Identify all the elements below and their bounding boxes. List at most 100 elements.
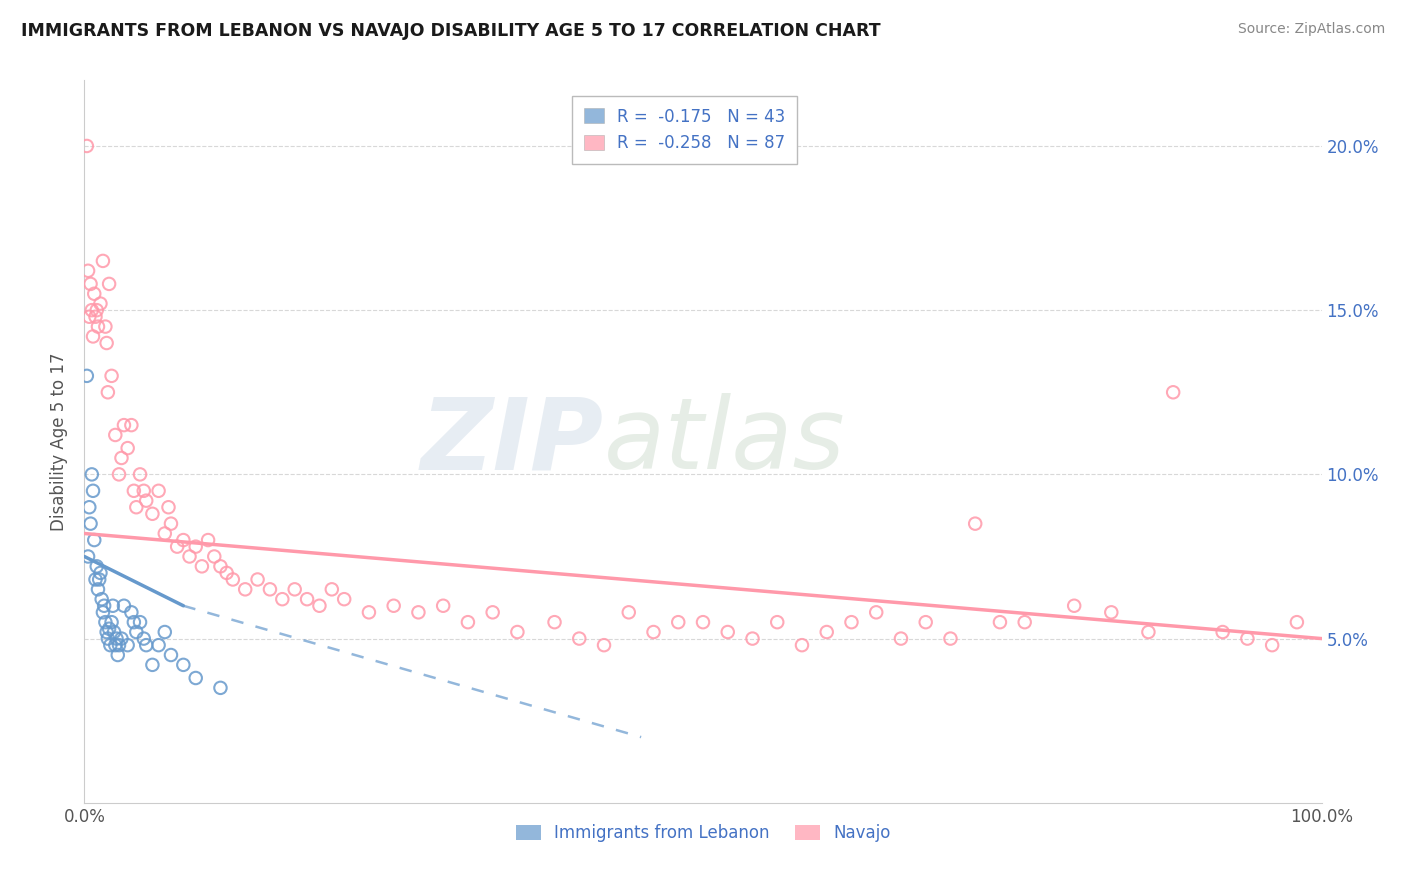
Point (129, 467, 152, 482)
Point (939, 632, 962, 646)
Point (83, 286, 105, 301)
Point (1261, 638, 1284, 652)
Point (172, 533, 194, 547)
Text: atlas: atlas (605, 393, 845, 490)
Point (87, 582, 110, 597)
Point (209, 681, 232, 695)
Point (841, 615, 863, 630)
Point (568, 632, 591, 646)
Point (82, 483, 104, 498)
Point (129, 615, 152, 630)
Point (96, 336, 118, 351)
Point (246, 573, 269, 587)
Point (97, 385, 120, 400)
Point (101, 599, 124, 613)
Point (457, 615, 479, 630)
Point (1014, 615, 1036, 630)
Text: IMMIGRANTS FROM LEBANON VS NAVAJO DISABILITY AGE 5 TO 17 CORRELATION CHART: IMMIGRANTS FROM LEBANON VS NAVAJO DISABI… (21, 22, 880, 40)
Point (80, 467, 103, 482)
Point (89, 566, 111, 580)
Point (79, 516, 101, 531)
Point (91, 253, 114, 268)
Point (308, 599, 330, 613)
Point (110, 632, 132, 646)
Point (83, 533, 105, 547)
Point (259, 582, 281, 597)
Point (98, 277, 121, 291)
Point (1063, 599, 1085, 613)
Point (122, 615, 145, 630)
Point (96, 625, 118, 640)
Point (643, 625, 665, 640)
Point (222, 573, 245, 587)
Point (233, 582, 256, 597)
Point (98, 622, 121, 636)
Point (112, 418, 135, 433)
Point (125, 500, 148, 515)
Point (481, 605, 503, 619)
Point (209, 559, 232, 574)
Point (1099, 605, 1122, 619)
Point (117, 441, 139, 455)
Point (80, 303, 103, 318)
Point (86, 559, 108, 574)
Point (543, 615, 565, 630)
Point (97, 632, 120, 646)
Point (321, 582, 343, 597)
Point (382, 599, 405, 613)
Point (94, 615, 117, 630)
Point (122, 483, 145, 498)
Point (120, 605, 142, 619)
Point (408, 605, 430, 619)
Point (108, 467, 131, 482)
Point (132, 632, 155, 646)
Point (184, 671, 207, 685)
Point (105, 632, 128, 646)
Point (90, 592, 112, 607)
Point (148, 638, 170, 652)
Point (86, 303, 108, 318)
Point (148, 483, 170, 498)
Point (141, 507, 163, 521)
Point (112, 599, 135, 613)
Point (84, 310, 107, 324)
Point (741, 632, 763, 646)
Point (89, 296, 111, 310)
Point (120, 418, 142, 433)
Point (110, 450, 132, 465)
Point (333, 592, 356, 607)
Point (432, 599, 454, 613)
Text: ZIP: ZIP (420, 393, 605, 490)
Point (160, 516, 183, 531)
Point (135, 638, 157, 652)
Legend: Immigrants from Lebanon, Navajo: Immigrants from Lebanon, Navajo (509, 817, 897, 848)
Point (79, 500, 101, 515)
Point (104, 428, 127, 442)
Point (790, 638, 813, 652)
Point (100, 615, 122, 630)
Point (717, 625, 740, 640)
Point (766, 615, 789, 630)
Point (357, 605, 380, 619)
Point (965, 516, 987, 531)
Point (666, 615, 689, 630)
Point (1285, 615, 1308, 630)
Point (141, 657, 163, 672)
Point (125, 625, 148, 640)
Point (153, 625, 176, 640)
Point (865, 605, 887, 619)
Point (1137, 625, 1160, 640)
Point (77, 549, 100, 564)
Text: Source: ZipAtlas.com: Source: ZipAtlas.com (1237, 22, 1385, 37)
Point (202, 549, 225, 564)
Point (157, 500, 180, 515)
Point (76, 139, 98, 153)
Point (98, 638, 121, 652)
Point (94, 319, 117, 334)
Point (77, 264, 100, 278)
Point (815, 625, 838, 640)
Point (506, 625, 529, 640)
Point (104, 638, 127, 652)
Point (135, 493, 157, 508)
Point (1161, 385, 1184, 400)
